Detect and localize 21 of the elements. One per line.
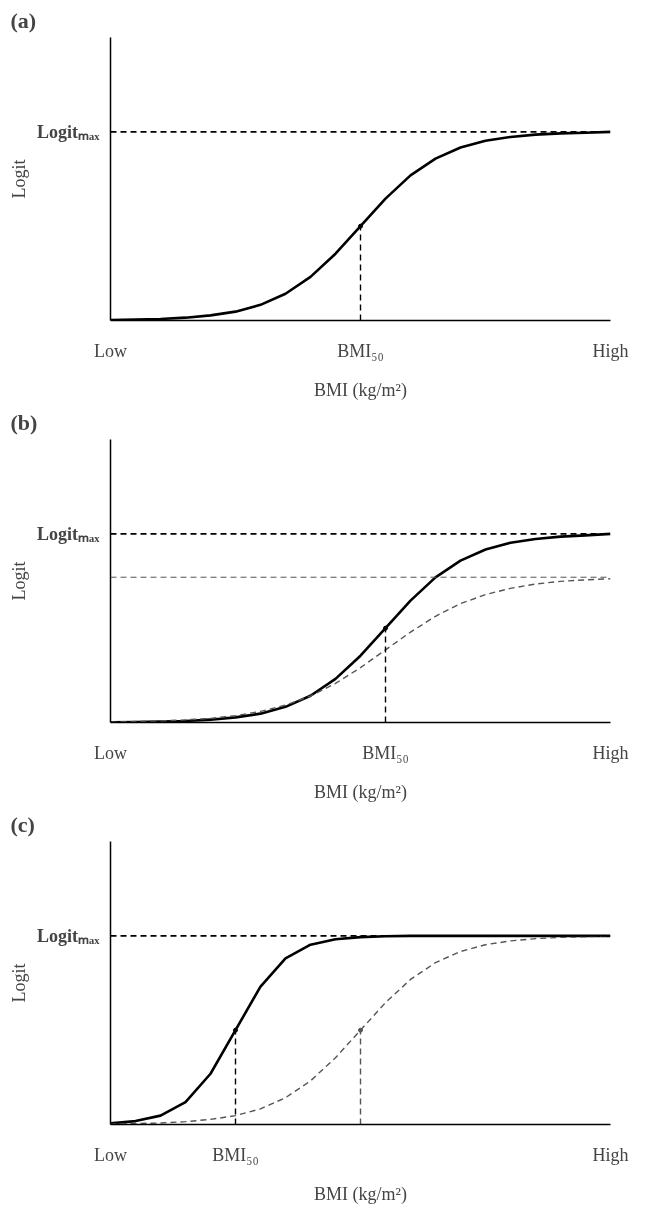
x-axis-title: BMI (kg/m²) xyxy=(314,379,407,401)
x-axis-title: BMI (kg/m²) xyxy=(314,781,407,803)
x-tick-label: High xyxy=(592,1144,629,1165)
x-tick-label: Low xyxy=(94,742,127,763)
y-axis-title: Logit xyxy=(9,159,30,199)
x-tick-label: Low xyxy=(94,1144,127,1165)
ref-line-label: Logitₘₐₓ xyxy=(37,121,101,142)
x-tick-label: BMI₅₀ xyxy=(212,1144,259,1165)
chart-title: (b) xyxy=(10,409,38,435)
chart-title: (c) xyxy=(10,811,35,837)
x-tick-label: BMI₅₀ xyxy=(337,340,384,361)
x-tick-label: High xyxy=(592,742,629,763)
y-axis-title: Logit xyxy=(9,561,30,601)
ref-line-label: Logitₘₐₓ xyxy=(37,925,101,946)
x-tick-label: BMI₅₀ xyxy=(362,742,409,763)
chart-title: (a) xyxy=(10,7,37,33)
x-tick-label: High xyxy=(592,340,629,361)
ref-line-label: Logitₘₐₓ xyxy=(37,523,101,544)
y-axis-title: Logit xyxy=(9,963,30,1003)
x-tick-label: Low xyxy=(94,340,127,361)
x-axis-title: BMI (kg/m²) xyxy=(314,1183,407,1205)
